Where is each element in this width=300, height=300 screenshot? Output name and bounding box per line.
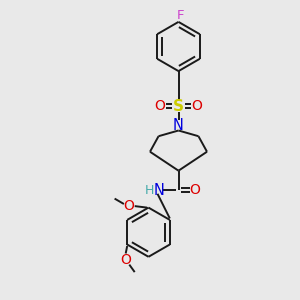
Text: O: O: [154, 99, 165, 113]
Text: N: N: [154, 183, 164, 198]
Text: O: O: [120, 253, 131, 267]
Text: O: O: [190, 183, 200, 197]
Text: F: F: [177, 9, 185, 22]
Text: H: H: [145, 184, 154, 197]
Text: O: O: [124, 199, 134, 213]
Text: S: S: [173, 99, 184, 114]
Text: N: N: [173, 118, 184, 133]
Text: O: O: [192, 99, 203, 113]
